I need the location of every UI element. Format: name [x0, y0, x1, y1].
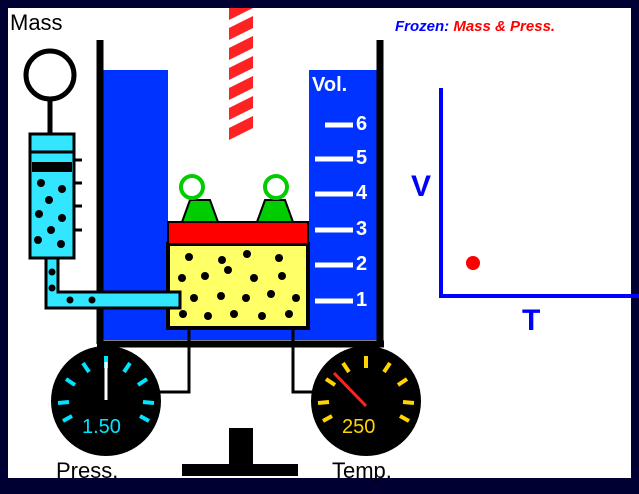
temperature-gauge: [311, 346, 421, 456]
vt-graph: [439, 88, 639, 298]
burner-stand[interactable]: [182, 428, 298, 476]
frozen-mass: Mass: [453, 18, 491, 35]
pressure-gauge: [51, 346, 161, 456]
pressure-readout: 1.50: [82, 416, 121, 438]
volume-tick-4: 4: [356, 182, 368, 204]
mass-label: Mass: [10, 10, 63, 35]
temperature-readout: 250: [342, 416, 376, 438]
volume-tick-1: 1: [356, 289, 368, 311]
volume-tick-5: 5: [356, 147, 368, 169]
volume-tick-2: 2: [356, 253, 368, 275]
sensor-wires: [156, 326, 316, 394]
volume-title: Vol.: [312, 74, 348, 96]
piston: [167, 221, 309, 245]
graph-point: [466, 256, 480, 270]
gas-cylinder: [166, 242, 310, 330]
pressure-label: Press.: [56, 458, 119, 483]
temperature-needle: [332, 371, 368, 408]
frozen-press: & Press.: [495, 18, 556, 35]
volume-tick-6: 6: [356, 113, 368, 135]
temperature-label: Temp.: [332, 458, 392, 483]
graph-v-label: V: [411, 170, 432, 203]
volume-scale: [315, 122, 353, 304]
frozen-indicator: Frozen: Mass & Press.: [395, 18, 555, 35]
piston-weight-left: [179, 174, 220, 223]
simulation-canvas: [23, 8, 639, 476]
frozen-label: Frozen:: [395, 18, 450, 35]
piston-weight-right: [255, 174, 295, 223]
volume-tick-3: 3: [356, 218, 368, 240]
graph-t-label: T: [522, 304, 541, 337]
heater-screw[interactable]: [229, 8, 253, 140]
mass-pump[interactable]: [23, 48, 182, 310]
